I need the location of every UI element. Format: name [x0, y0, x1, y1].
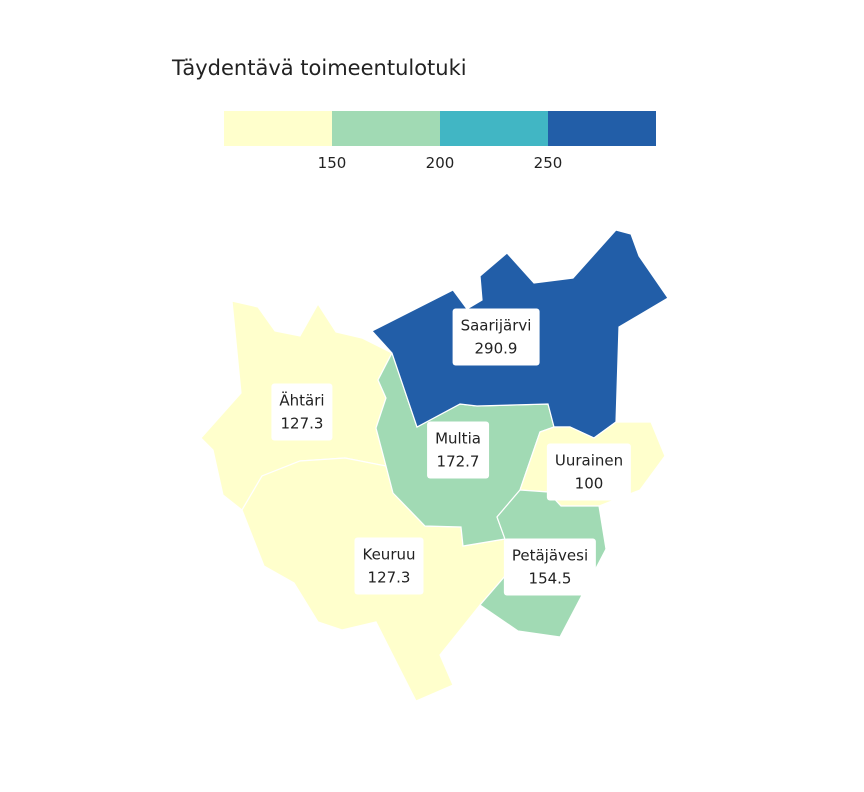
region-name: Saarijärvi — [460, 316, 532, 335]
region-value: 127.3 — [367, 568, 411, 587]
region-value: 100 — [574, 474, 604, 493]
legend-tick-200: 200 — [425, 154, 455, 172]
region-name: Petäjävesi — [511, 546, 589, 565]
region-name: Uurainen — [554, 451, 624, 470]
legend-swatch-1 — [224, 111, 332, 146]
color-legend: 150 200 250 — [0, 0, 864, 200]
region-name: Ähtäri — [279, 391, 325, 410]
legend-tick-150: 150 — [317, 154, 347, 172]
region-label-uurainen: Uurainen 100 — [546, 443, 632, 501]
legend-swatch-2 — [332, 111, 440, 146]
region-name: Multia — [435, 429, 481, 448]
region-label-ahtari: Ähtäri 127.3 — [271, 383, 333, 441]
region-label-multia: Multia 172.7 — [427, 421, 489, 479]
legend-tick-250: 250 — [533, 154, 563, 172]
region-label-saarijarvi: Saarijärvi 290.9 — [452, 308, 540, 366]
legend-swatch-4 — [548, 111, 656, 146]
map-title: Täydentävä toimeentulotuki — [172, 56, 467, 80]
region-value: 172.7 — [436, 452, 480, 471]
region-label-keuruu: Keuruu 127.3 — [354, 537, 424, 595]
region-value: 154.5 — [528, 569, 572, 588]
legend-swatch-3 — [440, 111, 548, 146]
region-value: 290.9 — [474, 339, 518, 358]
region-label-petajavesi: Petäjävesi 154.5 — [503, 538, 597, 596]
region-value: 127.3 — [280, 414, 324, 433]
region-name: Keuruu — [362, 545, 416, 564]
